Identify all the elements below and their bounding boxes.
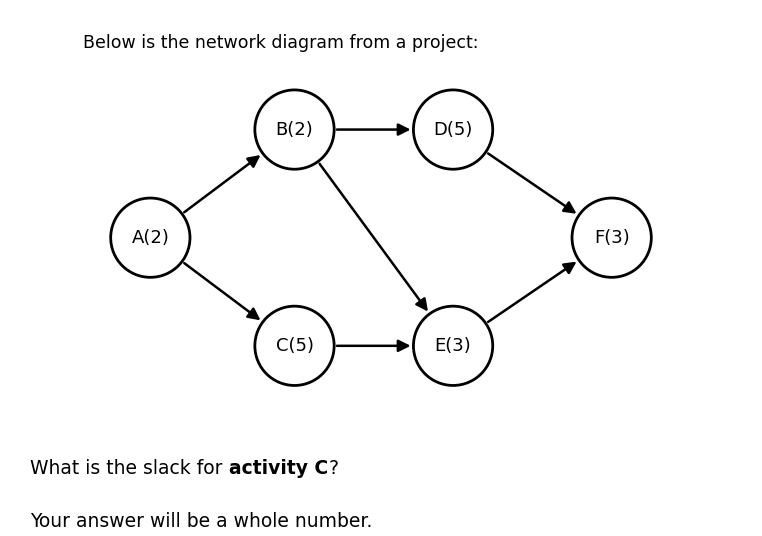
Text: What is the slack for: What is the slack for <box>30 459 229 478</box>
Circle shape <box>255 306 335 385</box>
Text: E(3): E(3) <box>434 337 472 355</box>
Circle shape <box>414 90 493 169</box>
Text: Below is the network diagram from a project:: Below is the network diagram from a proj… <box>83 34 479 52</box>
Text: A(2): A(2) <box>131 229 169 247</box>
Circle shape <box>110 198 190 277</box>
Circle shape <box>414 306 493 385</box>
Text: ?: ? <box>328 459 338 478</box>
Text: C(5): C(5) <box>276 337 313 355</box>
Circle shape <box>255 90 335 169</box>
Circle shape <box>572 198 652 277</box>
Text: Your answer will be a whole number.: Your answer will be a whole number. <box>30 512 373 531</box>
Text: F(3): F(3) <box>594 229 629 247</box>
Text: D(5): D(5) <box>434 121 472 139</box>
Text: activity C: activity C <box>229 459 328 478</box>
Text: B(2): B(2) <box>276 121 313 139</box>
